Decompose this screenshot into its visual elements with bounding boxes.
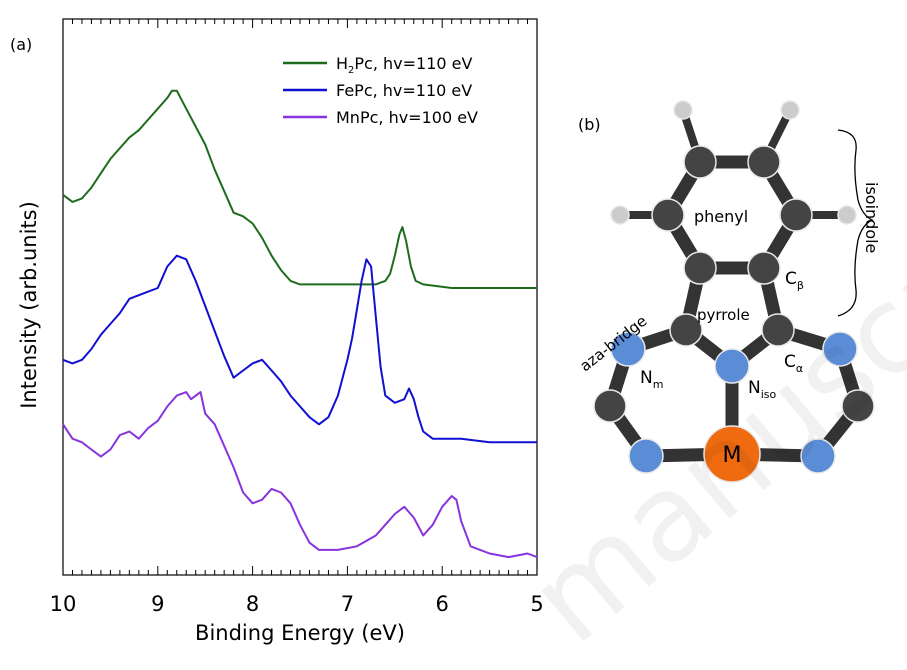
nitrogen-atom [628,438,664,474]
pyrrole-label: pyrrole [697,306,750,324]
carbon-atom [593,389,627,423]
svg-text:Niso: Niso [748,378,777,401]
phenyl-label: phenyl [694,207,748,226]
nitrogen-atom [714,348,750,384]
hydrogen-atom [673,100,693,120]
atoms: M [593,100,875,483]
carbon-atom [651,198,685,232]
n-m-label: Nm [640,368,663,391]
x-axis-tick-labels: 10 9 8 7 6 5 [50,592,544,616]
x-tick-label: 6 [436,592,449,616]
carbon-atom [779,198,813,232]
x-tick-label: 10 [50,592,77,616]
carbon-atom [669,313,703,347]
c-alpha-label: Cα [784,352,803,375]
legend: H2Pc, hv=110 eV FePc, hv=110 eV MnPc, hv=1… [283,54,478,127]
legend-entry: H2Pc, hv=110 eV [336,54,473,76]
carbon-atom [841,389,875,423]
isoindole-brace [837,129,874,317]
panel-a-label: (a) [10,35,32,54]
figure: (a) 10 9 8 7 6 5 Binding Energy (eV) Intensit… [10,18,881,645]
metal-label: M [723,443,742,468]
x-tick-label: 8 [246,592,259,616]
y-axis-label: Intensity (arb.units) [17,201,41,409]
x-tick-label: 7 [341,592,354,616]
x-axis-ticks [62,19,538,575]
legend-entry: MnPc, hv=100 eV [336,108,478,127]
x-tick-label: 5 [530,592,543,616]
series-lines [62,89,538,559]
series-line [62,254,537,444]
series-line [62,391,538,559]
metal-atom [703,425,761,483]
carbon-atom [683,251,717,285]
svg-text:Nm: Nm [640,368,663,391]
c-beta-label: Cβ [785,269,804,292]
svg-text:Cα: Cα [784,352,803,375]
nitrogen-atom [610,331,646,367]
panel-b-label: (b) [578,115,601,134]
n-iso-label: Niso [748,378,777,401]
svg-text:Cβ: Cβ [785,269,804,292]
hydrogen-atom [780,100,800,120]
nitrogen-atom [800,438,836,474]
hydrogen-atom [837,205,857,225]
carbon-atom [747,251,781,285]
isoindole-label: isoindole [862,182,881,253]
molecule-diagram: M [593,100,875,483]
carbon-atom [683,145,717,179]
carbon-atom [761,313,795,347]
bonds [603,106,865,463]
x-tick-label: 9 [151,592,164,616]
carbon-atom [747,145,781,179]
series-line [62,89,537,289]
nitrogen-atom [822,331,858,367]
hydrogen-atom [610,205,630,225]
legend-entry: FePc, hv=110 eV [336,81,472,100]
x-axis-label: Binding Energy (eV) [195,621,405,645]
